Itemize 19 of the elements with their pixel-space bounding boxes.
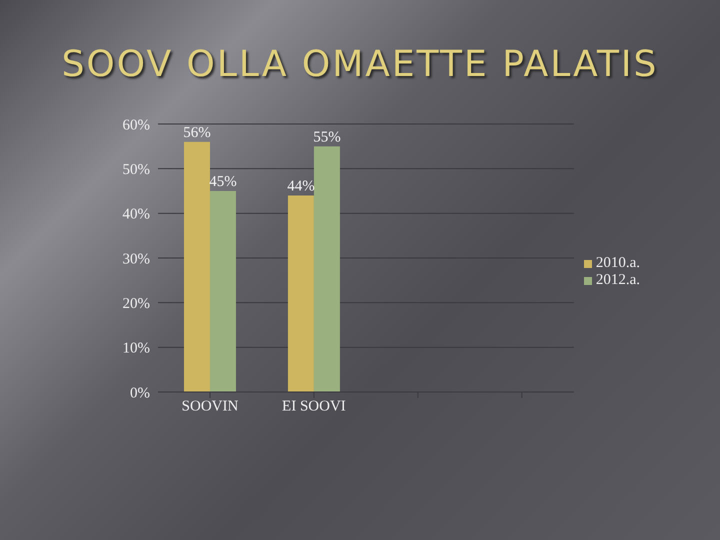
bar [184, 142, 210, 392]
x-tick-label: SOOVIN [182, 398, 238, 415]
y-tick-label: 0% [130, 385, 150, 402]
y-tick-label: 40% [122, 206, 150, 223]
legend-label: 2010.a. [596, 255, 640, 271]
y-tick-label: 60% [122, 117, 150, 134]
chart-title: SOOV OLLA OMAETTE PALATIS [60, 44, 660, 85]
y-tick-label: 20% [122, 296, 150, 312]
y-tick-label: 30% [122, 251, 150, 268]
legend-label: 2012.a. [596, 272, 640, 288]
y-tick-label: 10% [122, 340, 150, 357]
data-label: 44% [287, 178, 315, 194]
bar [288, 195, 314, 392]
y-tick-label: 50% [122, 162, 150, 178]
bar [210, 191, 236, 392]
bar [314, 146, 340, 392]
x-tick-label: EI SOOVI [282, 398, 346, 415]
data-label: 56% [183, 124, 211, 141]
data-label: 55% [313, 129, 341, 146]
